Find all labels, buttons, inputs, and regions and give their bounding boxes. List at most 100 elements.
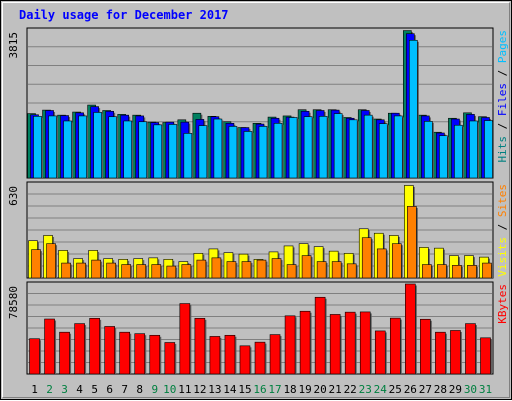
bar-pages-day-19: [303, 116, 313, 179]
bar-kbytes-day-25: [389, 317, 401, 375]
bar-sites-day-6: [106, 262, 116, 279]
bar-sites-day-29: [452, 265, 462, 279]
day-label-28: 28: [434, 383, 447, 396]
bar-kbytes-day-20: [314, 296, 326, 375]
bar-kbytes-day-4: [74, 323, 85, 375]
day-label-26: 26: [404, 383, 417, 396]
panel-visits-sites: 630 Visits / Sites: [7, 181, 509, 279]
day-label-10: 10: [163, 383, 176, 396]
bar-sites-day-17: [271, 258, 282, 279]
bar-sites-day-24: [376, 248, 387, 279]
day-label-6: 6: [106, 383, 113, 396]
bar-kbytes-day-7: [119, 331, 131, 375]
axis-label-part: Pages: [496, 30, 509, 63]
bar-sites-day-30: [467, 265, 477, 279]
bar-pages-day-3: [63, 120, 72, 179]
axis-label-part: Hits: [496, 136, 509, 163]
day-label-2: 2: [46, 383, 53, 396]
panel-hits-files-pages: 3815 Hits / Files / Pages: [7, 27, 509, 179]
bar-pages-day-5: [93, 112, 102, 179]
bar-pages-day-1: [33, 116, 42, 179]
bar-kbytes-day-24: [374, 330, 386, 375]
bar-pages-day-2: [48, 115, 57, 179]
bar-sites-day-12: [196, 259, 207, 279]
bar-kbytes-day-23: [359, 311, 371, 375]
bar-pages-day-11: [183, 133, 193, 179]
day-label-23: 23: [359, 383, 372, 396]
bar-kbytes-day-11: [179, 303, 191, 375]
day-label-14: 14: [223, 383, 237, 396]
bar-sites-day-3: [61, 262, 71, 279]
bar-kbytes-day-3: [59, 331, 70, 375]
axis-label-part: Sites: [496, 184, 509, 217]
bar-pages-day-4: [78, 115, 87, 179]
day-label-16: 16: [253, 383, 266, 396]
day-label-21: 21: [329, 383, 342, 396]
bar-pages-day-26: [409, 39, 418, 179]
axis-label-part: Visits: [496, 237, 509, 277]
bar-sites-day-26: [407, 206, 417, 279]
bar-kbytes-day-8: [134, 333, 146, 375]
day-label-17: 17: [268, 383, 281, 396]
bar-pages-day-27: [424, 121, 433, 179]
bar-kbytes-day-21: [329, 314, 341, 375]
bar-pages-day-6: [108, 116, 117, 179]
day-label-18: 18: [283, 383, 296, 396]
y-max-label: 3815: [7, 32, 20, 59]
bar-kbytes-day-13: [209, 336, 221, 375]
day-label-19: 19: [298, 383, 311, 396]
bar-pages-day-14: [228, 126, 238, 179]
bar-kbytes-day-10: [164, 342, 176, 375]
axis-label-part: /: [496, 217, 509, 237]
bar-pages-day-21: [333, 113, 343, 179]
day-label-24: 24: [374, 383, 388, 396]
day-label-7: 7: [121, 383, 128, 396]
bar-kbytes-day-5: [89, 318, 100, 375]
bar-sites-day-7: [121, 264, 132, 279]
bar-kbytes-day-26: [405, 283, 416, 375]
bar-kbytes-day-18: [284, 315, 296, 375]
axis-label-part: Files: [496, 83, 509, 116]
bar-sites-day-31: [482, 262, 492, 279]
bar-kbytes-day-15: [239, 345, 251, 375]
day-label-30: 30: [464, 383, 477, 396]
bar-sites-day-9: [151, 264, 162, 279]
bar-sites-day-25: [391, 243, 402, 279]
day-label-25: 25: [389, 383, 402, 396]
bar-pages-day-31: [484, 120, 493, 179]
bar-sites-day-2: [46, 243, 56, 279]
bar-kbytes-day-9: [149, 334, 161, 375]
bar-pages-day-13: [213, 118, 223, 179]
axis-label-visits-sites: Visits / Sites: [496, 184, 509, 277]
day-label-8: 8: [136, 383, 143, 396]
day-label-9: 9: [151, 383, 158, 396]
bar-kbytes-day-28: [435, 331, 446, 375]
bar-kbytes-day-29: [450, 330, 461, 375]
bar-pages-day-18: [288, 117, 298, 179]
bar-sites-day-27: [422, 264, 432, 279]
bar-pages-day-24: [378, 123, 388, 179]
axis-label-part: /: [496, 116, 509, 136]
bar-sites-day-4: [76, 262, 86, 279]
bar-kbytes-day-12: [194, 318, 206, 375]
day-label-15: 15: [238, 383, 251, 396]
bar-pages-day-9: [153, 124, 163, 179]
bar-pages-day-28: [439, 135, 448, 179]
bar-sites-day-28: [437, 264, 447, 279]
chart-panels: 3815 Hits / Files / Pages 630 Visits / Site…: [7, 27, 509, 375]
bar-sites-day-11: [181, 264, 192, 279]
bar-pages-day-22: [348, 119, 358, 179]
bar-kbytes-day-19: [299, 310, 311, 375]
bar-sites-day-15: [241, 261, 252, 279]
bar-pages-day-23: [363, 114, 373, 179]
bar-kbytes-day-30: [465, 323, 476, 375]
bar-pages-day-29: [454, 124, 463, 179]
day-label-27: 27: [419, 383, 432, 396]
bar-sites-day-20: [316, 261, 327, 279]
bar-sites-day-23: [361, 237, 372, 279]
axis-label-kbytes: KBytes: [496, 284, 509, 324]
bar-pages-day-17: [273, 123, 283, 179]
bar-pages-day-25: [393, 115, 403, 179]
